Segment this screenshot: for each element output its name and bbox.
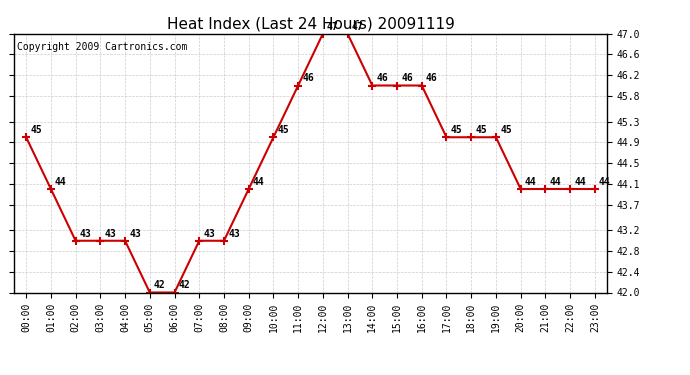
Text: 45: 45: [277, 125, 289, 135]
Text: 44: 44: [599, 177, 611, 187]
Text: 45: 45: [475, 125, 487, 135]
Text: 42: 42: [179, 280, 190, 290]
Text: 46: 46: [401, 74, 413, 83]
Text: 45: 45: [451, 125, 462, 135]
Text: 44: 44: [549, 177, 561, 187]
Text: 45: 45: [500, 125, 512, 135]
Text: 43: 43: [104, 229, 116, 238]
Text: 44: 44: [55, 177, 67, 187]
Text: 42: 42: [154, 280, 166, 290]
Text: 44: 44: [253, 177, 264, 187]
Text: 44: 44: [525, 177, 537, 187]
Text: 43: 43: [80, 229, 92, 238]
Title: Heat Index (Last 24 Hours) 20091119: Heat Index (Last 24 Hours) 20091119: [166, 16, 455, 31]
Text: 46: 46: [426, 74, 437, 83]
Text: 43: 43: [204, 229, 215, 238]
Text: 47: 47: [327, 22, 339, 32]
Text: 45: 45: [30, 125, 42, 135]
Text: 43: 43: [129, 229, 141, 238]
Text: Copyright 2009 Cartronics.com: Copyright 2009 Cartronics.com: [17, 42, 187, 51]
Text: 46: 46: [377, 74, 388, 83]
Text: 47: 47: [352, 22, 364, 32]
Text: 44: 44: [574, 177, 586, 187]
Text: 46: 46: [302, 74, 314, 83]
Text: 43: 43: [228, 229, 240, 238]
